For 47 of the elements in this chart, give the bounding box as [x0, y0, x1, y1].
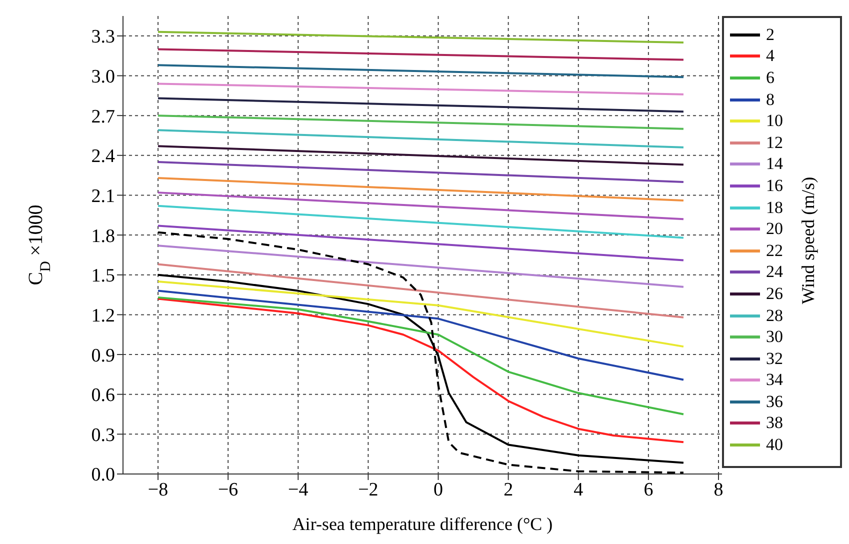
y-tick-label: 1.5	[91, 266, 115, 287]
y-tick-label: 2.7	[91, 106, 115, 128]
legend-label: 16	[766, 176, 783, 196]
y-tick-label: 2.1	[91, 186, 115, 207]
legend-label: 14	[766, 154, 783, 174]
legend-label: 36	[766, 392, 783, 412]
y-tick-label: 0.6	[91, 385, 115, 406]
y-tick-label: 0.3	[91, 424, 115, 446]
legend-label: 10	[766, 111, 783, 132]
x-tick-label: −8	[148, 479, 168, 500]
y-tick-label: 0.9	[91, 345, 115, 366]
legend-label: 2	[766, 24, 774, 45]
y-tick-label: 3.3	[91, 26, 115, 48]
x-tick-label: −6	[218, 479, 238, 500]
legend-label: 30	[766, 327, 783, 348]
x-axis-title: Air-sea temperature difference (°C )	[292, 514, 553, 534]
x-tick-label: −4	[288, 479, 309, 500]
legend-label: 18	[766, 198, 783, 218]
line-series	[157, 231, 684, 474]
legend-label: 8	[766, 90, 774, 110]
legend-label: 32	[766, 348, 783, 369]
legend-label: 20	[766, 219, 783, 240]
x-tick-label: −2	[358, 479, 378, 500]
legend-title: Wind speed (m/s)	[798, 176, 820, 304]
legend-label: 40	[766, 435, 783, 456]
legend-label: 12	[766, 132, 783, 153]
legend-label: 6	[766, 68, 774, 88]
line-series	[157, 290, 684, 381]
y-tick-label: 0.0	[91, 464, 115, 486]
x-tick-label: 0	[434, 479, 444, 500]
legend-label: 26	[766, 284, 783, 304]
line-series	[157, 298, 684, 444]
x-tick-label: 2	[504, 479, 514, 500]
legend-label: 28	[766, 306, 783, 326]
x-tick-label: 6	[644, 479, 654, 500]
line-series	[157, 296, 684, 416]
legend-label: 4	[766, 46, 774, 66]
y-tick-label: 3.0	[91, 66, 115, 88]
y-tick-label: 1.8	[91, 226, 115, 247]
legend-label: 38	[766, 413, 783, 434]
legend-label: 34	[766, 370, 783, 390]
legend-label: 22	[766, 240, 783, 261]
legend-label: 24	[766, 262, 783, 282]
x-tick-label: 4	[574, 479, 584, 500]
x-tick-label: 8	[714, 479, 724, 500]
y-tick-label: 2.4	[91, 146, 116, 168]
y-tick-label: 1.2	[91, 305, 115, 326]
